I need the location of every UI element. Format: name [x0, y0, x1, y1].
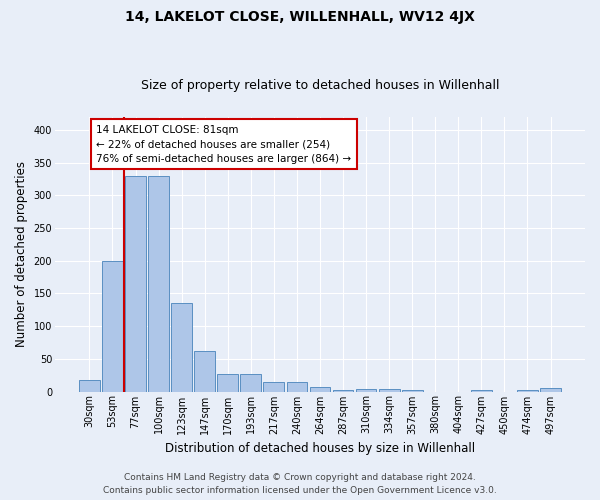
- Bar: [402, 390, 422, 392]
- Y-axis label: Number of detached properties: Number of detached properties: [15, 161, 28, 347]
- Bar: [356, 389, 376, 392]
- Bar: [241, 374, 261, 392]
- Text: Contains HM Land Registry data © Crown copyright and database right 2024.
Contai: Contains HM Land Registry data © Crown c…: [103, 474, 497, 495]
- Bar: [217, 374, 238, 392]
- Bar: [263, 382, 284, 392]
- Bar: [517, 390, 538, 392]
- X-axis label: Distribution of detached houses by size in Willenhall: Distribution of detached houses by size …: [165, 442, 475, 455]
- Bar: [125, 176, 146, 392]
- Bar: [102, 260, 123, 392]
- Bar: [471, 390, 492, 392]
- Bar: [194, 351, 215, 392]
- Bar: [79, 380, 100, 392]
- Bar: [332, 390, 353, 392]
- Bar: [287, 382, 307, 392]
- Bar: [310, 387, 331, 392]
- Text: 14 LAKELOT CLOSE: 81sqm
← 22% of detached houses are smaller (254)
76% of semi-d: 14 LAKELOT CLOSE: 81sqm ← 22% of detache…: [97, 124, 352, 164]
- Bar: [148, 176, 169, 392]
- Title: Size of property relative to detached houses in Willenhall: Size of property relative to detached ho…: [141, 79, 499, 92]
- Bar: [379, 389, 400, 392]
- Bar: [171, 303, 192, 392]
- Bar: [540, 388, 561, 392]
- Text: 14, LAKELOT CLOSE, WILLENHALL, WV12 4JX: 14, LAKELOT CLOSE, WILLENHALL, WV12 4JX: [125, 10, 475, 24]
